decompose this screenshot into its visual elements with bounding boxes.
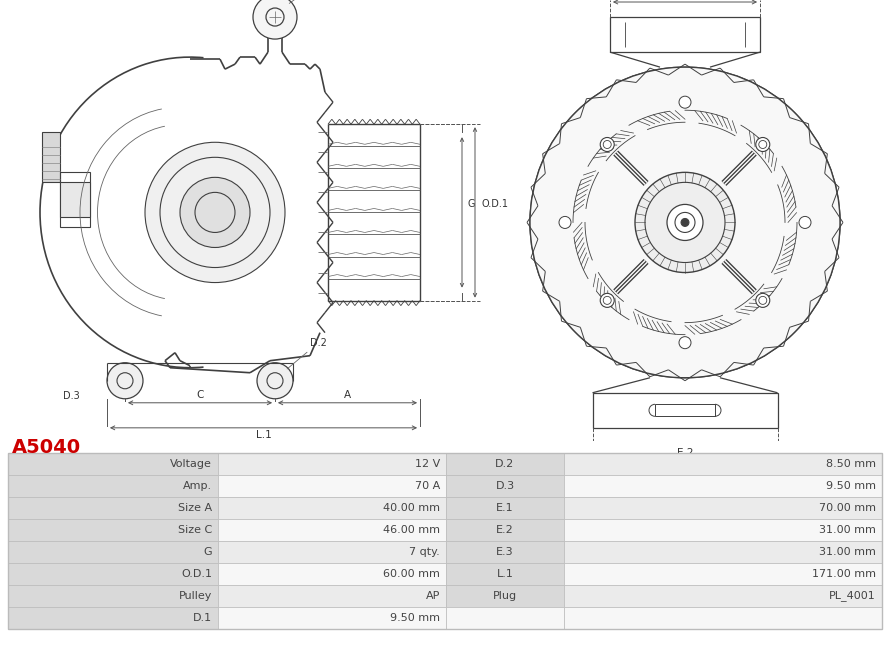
Text: L.1: L.1 xyxy=(497,569,514,579)
Bar xyxy=(8,453,218,475)
Circle shape xyxy=(559,216,571,228)
Circle shape xyxy=(667,205,703,240)
Bar xyxy=(42,132,60,182)
Bar xyxy=(8,607,218,629)
Bar xyxy=(655,404,715,417)
Bar xyxy=(564,607,882,629)
Bar xyxy=(8,585,218,607)
Text: 31.00 mm: 31.00 mm xyxy=(819,547,876,557)
Text: A5040: A5040 xyxy=(12,438,81,457)
Text: Voltage: Voltage xyxy=(170,459,212,468)
Bar xyxy=(8,519,218,541)
Bar xyxy=(446,563,564,585)
Text: 31.00 mm: 31.00 mm xyxy=(819,525,876,535)
Text: O.D.1: O.D.1 xyxy=(181,569,212,579)
Bar xyxy=(218,519,446,541)
Text: Amp.: Amp. xyxy=(183,481,212,491)
Text: G: G xyxy=(468,199,476,209)
Text: 7 qty.: 7 qty. xyxy=(409,547,440,557)
Bar xyxy=(218,475,446,497)
Text: D.1: D.1 xyxy=(193,613,212,623)
Text: 9.50 mm: 9.50 mm xyxy=(826,481,876,491)
Bar xyxy=(8,541,218,563)
Bar xyxy=(60,172,90,228)
Text: L.1: L.1 xyxy=(256,430,271,440)
Bar xyxy=(610,17,760,52)
Text: O.D.1: O.D.1 xyxy=(481,199,508,209)
Circle shape xyxy=(681,218,689,226)
Text: D.2: D.2 xyxy=(287,338,327,369)
Circle shape xyxy=(257,363,293,399)
Circle shape xyxy=(756,138,770,151)
Text: 9.50 mm: 9.50 mm xyxy=(390,613,440,623)
Bar xyxy=(564,563,882,585)
Bar xyxy=(60,182,90,217)
Text: 70.00 mm: 70.00 mm xyxy=(819,503,876,513)
Bar xyxy=(218,497,446,519)
Circle shape xyxy=(679,96,691,108)
Text: E.3: E.3 xyxy=(496,547,514,557)
Bar xyxy=(446,607,564,629)
Bar xyxy=(446,541,564,563)
Bar xyxy=(564,497,882,519)
Text: Size C: Size C xyxy=(178,525,212,535)
Bar xyxy=(218,453,446,475)
Bar xyxy=(564,541,882,563)
Bar xyxy=(446,475,564,497)
Text: 171.00 mm: 171.00 mm xyxy=(812,569,876,579)
Circle shape xyxy=(799,216,811,228)
Text: E.1: E.1 xyxy=(496,503,514,513)
Text: Plug: Plug xyxy=(493,591,517,601)
Text: 46.00 mm: 46.00 mm xyxy=(383,525,440,535)
Text: D.1: D.1 xyxy=(289,0,332,3)
Circle shape xyxy=(756,293,770,307)
Circle shape xyxy=(107,363,143,399)
Bar xyxy=(564,453,882,475)
Bar xyxy=(564,475,882,497)
Bar xyxy=(564,585,882,607)
Text: 8.50 mm: 8.50 mm xyxy=(826,459,876,468)
Text: 40.00 mm: 40.00 mm xyxy=(383,503,440,513)
Bar xyxy=(446,497,564,519)
Text: D.2: D.2 xyxy=(495,459,515,468)
Text: C: C xyxy=(196,390,204,400)
Bar xyxy=(218,607,446,629)
Circle shape xyxy=(530,67,840,378)
Circle shape xyxy=(600,293,614,307)
Text: A: A xyxy=(344,390,351,400)
Circle shape xyxy=(679,337,691,349)
Bar xyxy=(218,541,446,563)
Bar xyxy=(8,453,882,629)
Text: G: G xyxy=(204,547,212,557)
Circle shape xyxy=(180,178,250,247)
Bar xyxy=(446,519,564,541)
Text: D.3: D.3 xyxy=(495,481,515,491)
Bar xyxy=(8,497,218,519)
Text: PL_4001: PL_4001 xyxy=(829,590,876,601)
Text: E.2: E.2 xyxy=(496,525,514,535)
Circle shape xyxy=(600,138,614,151)
Bar xyxy=(446,453,564,475)
Bar xyxy=(446,585,564,607)
Circle shape xyxy=(635,172,735,272)
Bar xyxy=(8,563,218,585)
Circle shape xyxy=(145,142,285,282)
Text: D.3: D.3 xyxy=(63,391,80,401)
Text: Size A: Size A xyxy=(178,503,212,513)
Bar xyxy=(218,585,446,607)
Bar xyxy=(592,393,778,428)
Bar xyxy=(218,563,446,585)
Text: 60.00 mm: 60.00 mm xyxy=(383,569,440,579)
Bar xyxy=(8,475,218,497)
Bar xyxy=(564,519,882,541)
Text: 70 A: 70 A xyxy=(415,481,440,491)
Circle shape xyxy=(253,0,297,39)
Text: E.2: E.2 xyxy=(677,448,693,458)
Text: 12 V: 12 V xyxy=(415,459,440,468)
Text: AP: AP xyxy=(426,591,440,601)
Text: Pulley: Pulley xyxy=(179,591,212,601)
